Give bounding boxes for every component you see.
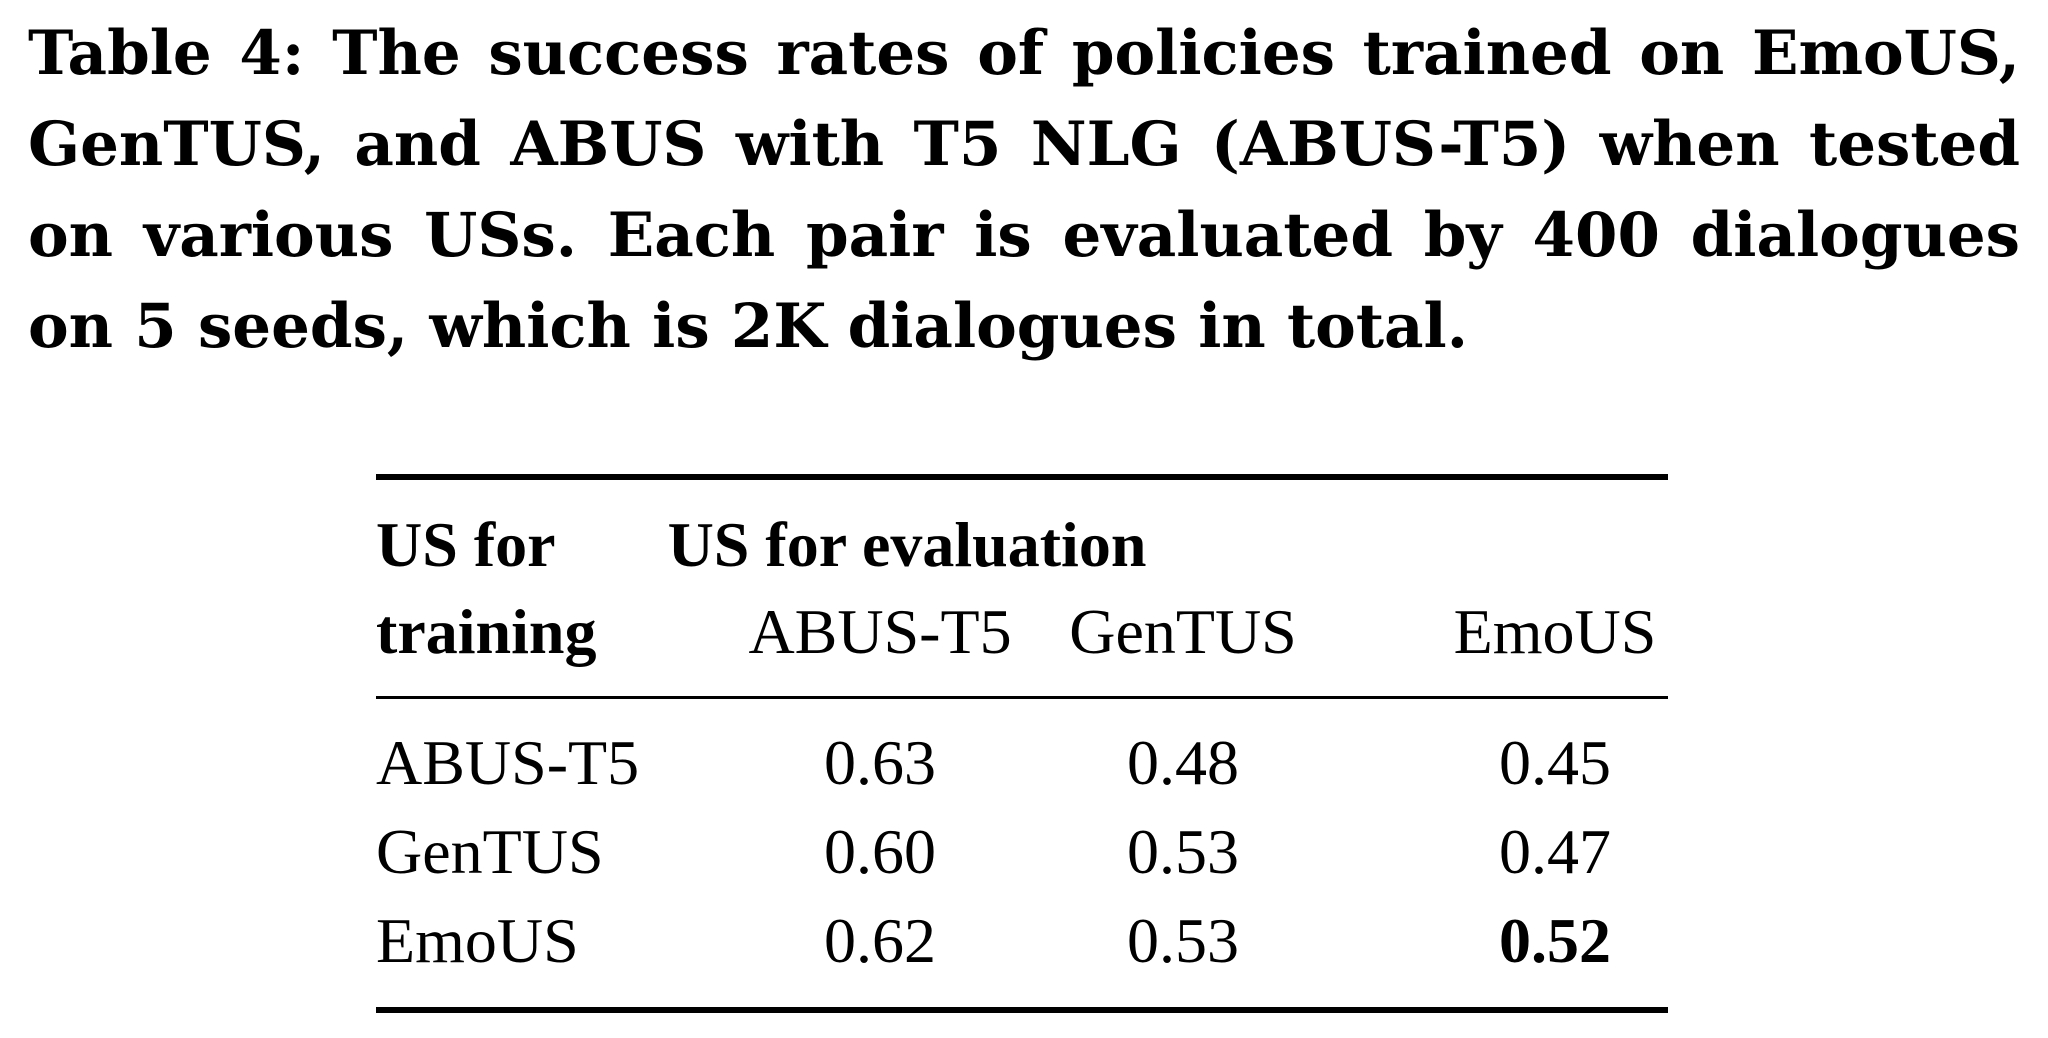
table-top-rule xyxy=(376,474,1668,480)
row-label-emous: EmoUS xyxy=(376,905,579,976)
group-header: US for evaluation xyxy=(667,509,1147,580)
table-caption: Table 4: The success rates of policies t… xyxy=(28,18,2020,362)
cell-emous-abus-t5: 0.62 xyxy=(824,905,936,976)
results-table: US for US for evaluation training ABUS-T… xyxy=(376,474,1668,1014)
cell-gentus-gentus: 0.53 xyxy=(1127,816,1239,887)
column-header-gentus: GenTUS xyxy=(1069,596,1297,667)
row-label-abus-t5: ABUS-T5 xyxy=(376,727,640,798)
column-header-abus-t5: ABUS-T5 xyxy=(748,596,1012,667)
cell-abus-t5-gentus: 0.48 xyxy=(1127,727,1239,798)
row-header-line-1: US for xyxy=(376,509,556,580)
table-bottom-rule xyxy=(376,1007,1668,1013)
cell-abus-t5-abus-t5: 0.63 xyxy=(824,727,936,798)
table-mid-rule xyxy=(376,696,1668,699)
cell-emous-gentus: 0.53 xyxy=(1127,905,1239,976)
cell-gentus-abus-t5: 0.60 xyxy=(824,816,936,887)
cell-emous-emous-best: 0.52 xyxy=(1499,905,1611,976)
row-header-line-2: training xyxy=(376,596,597,667)
cell-gentus-emous: 0.47 xyxy=(1499,816,1611,887)
row-label-gentus: GenTUS xyxy=(376,816,604,887)
column-header-emous: EmoUS xyxy=(1453,596,1657,667)
cell-abus-t5-emous: 0.45 xyxy=(1499,727,1611,798)
